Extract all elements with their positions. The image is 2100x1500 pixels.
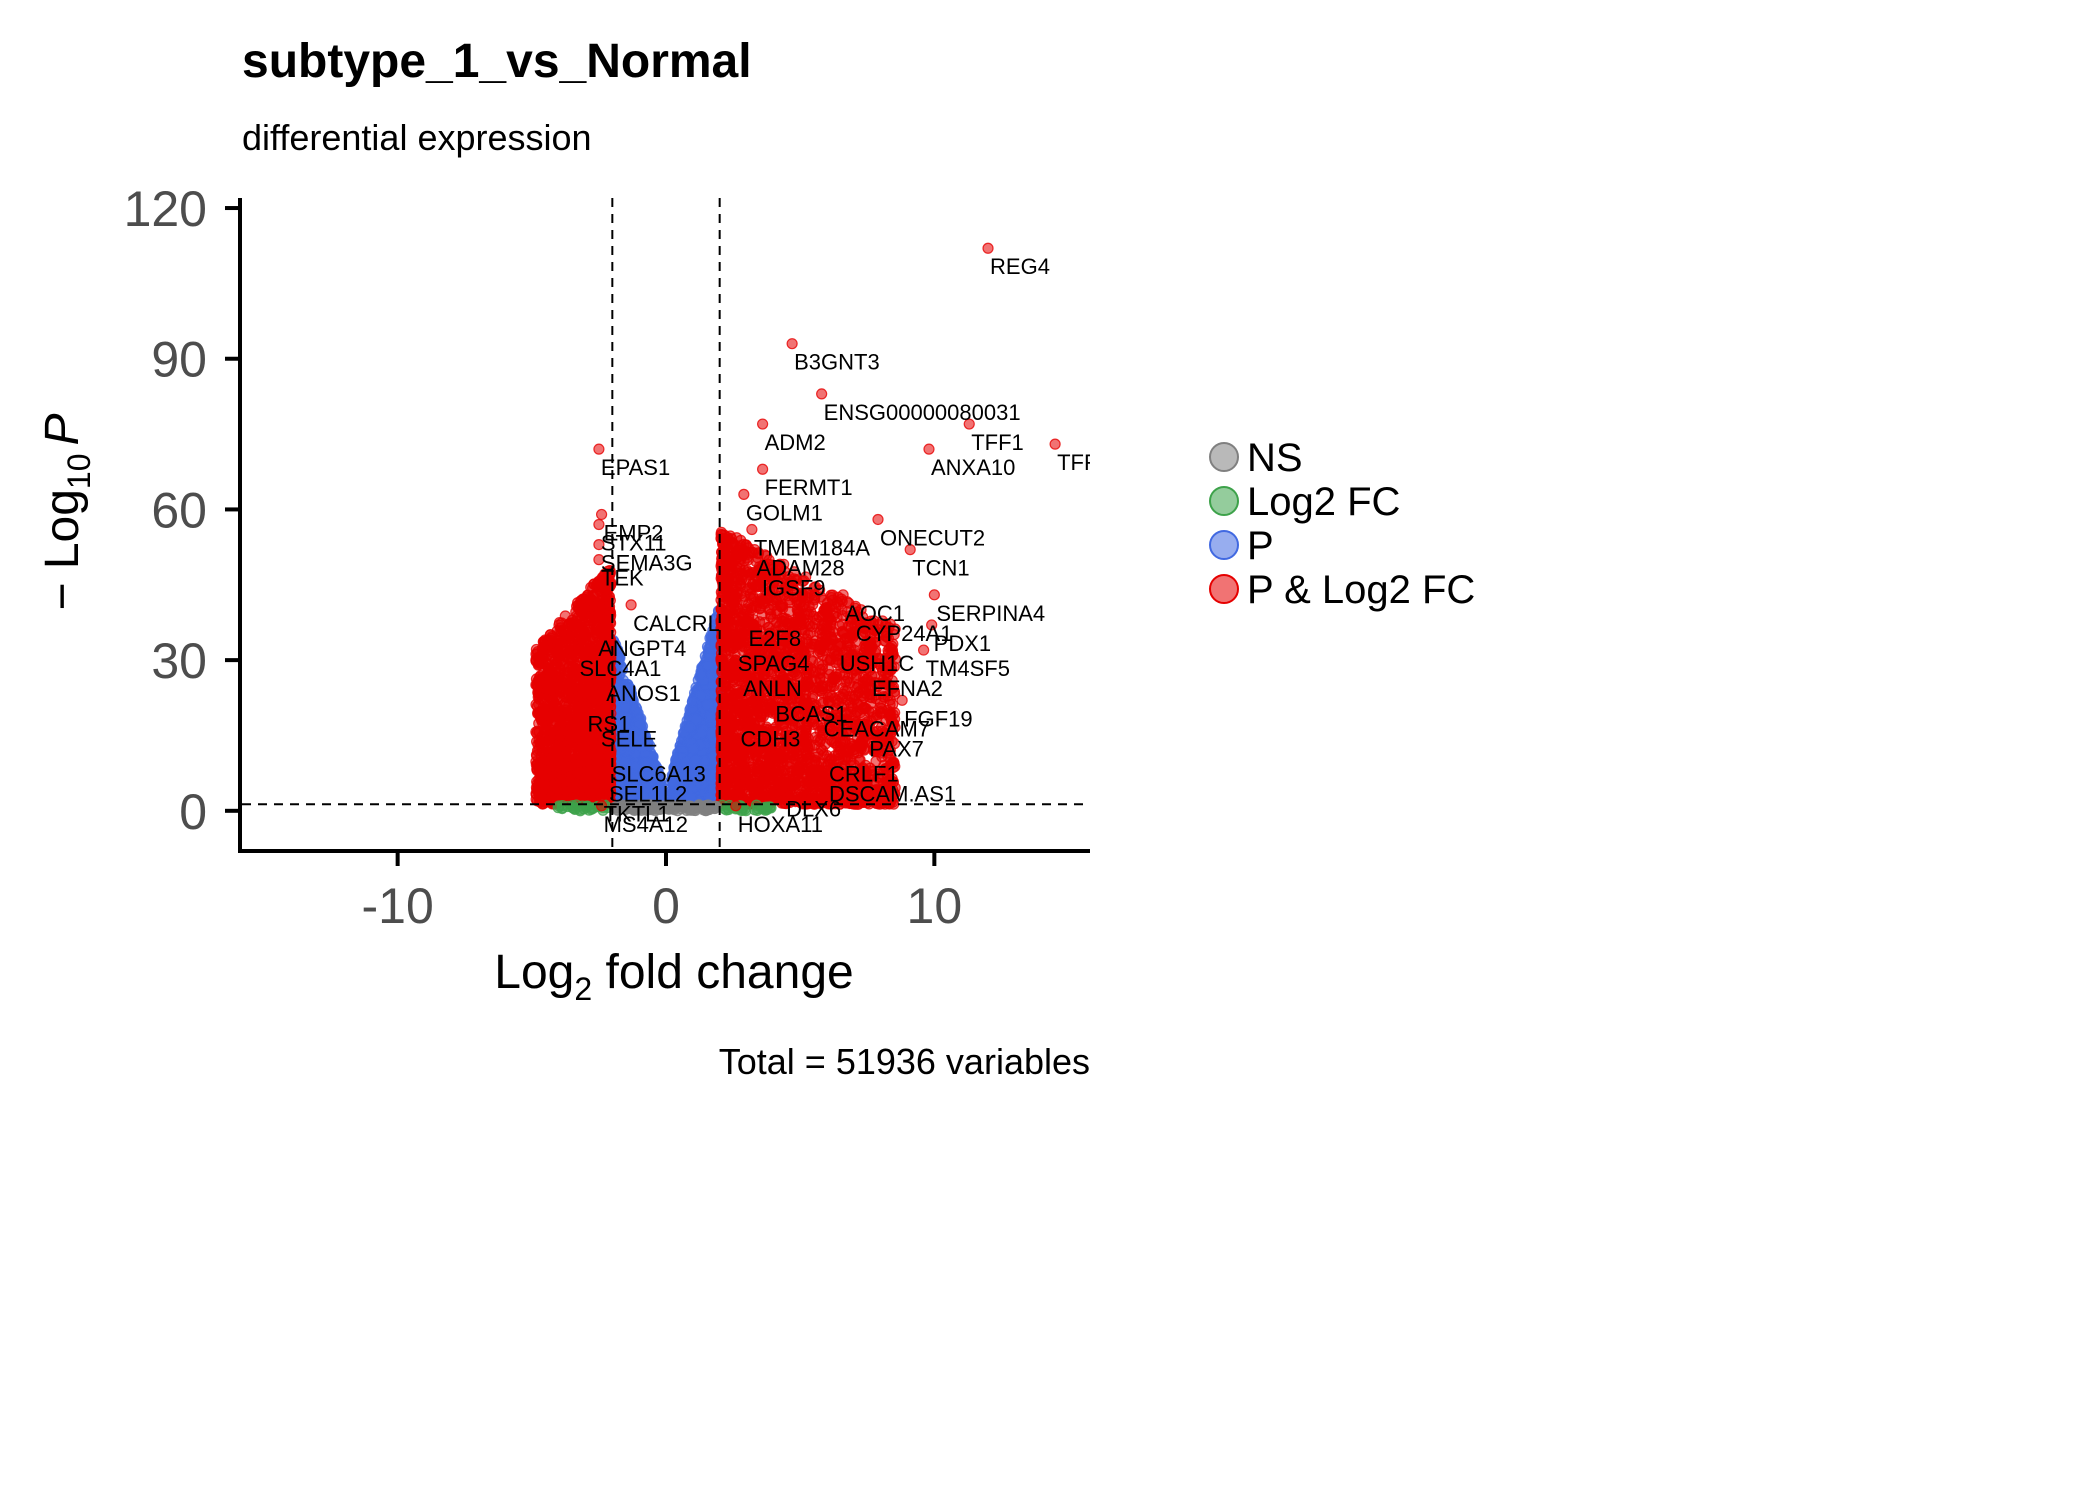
data-point [792,768,804,780]
data-point [837,682,849,694]
data-point [753,603,766,615]
data-point [766,789,778,801]
data-point [732,629,744,641]
chart-subtitle: differential expression [242,117,592,158]
data-point [684,721,696,733]
data-point [767,766,779,778]
data-point [704,711,717,723]
data-point [695,668,707,680]
data-point [695,689,708,702]
data-point [687,743,699,755]
data-point [836,626,848,638]
data-point [705,727,718,739]
data-point [776,765,789,777]
data-point [686,696,699,708]
data-point [807,598,819,611]
chart-title: subtype_1_vs_Normal [242,35,752,88]
data-point [803,762,815,774]
data-point [695,727,707,739]
data-point [702,659,714,671]
volcano-plot: subtype_1_vs_Normal differential express… [36,35,1475,1082]
data-point [777,599,789,612]
data-point [724,732,736,744]
data-point [725,764,737,777]
data-point [846,691,858,703]
plot-area: REG4B3GNT3ENSG00000080031TFF1TFFANXA10AD… [242,198,1090,851]
data-point [701,699,713,711]
data-point [792,608,804,620]
